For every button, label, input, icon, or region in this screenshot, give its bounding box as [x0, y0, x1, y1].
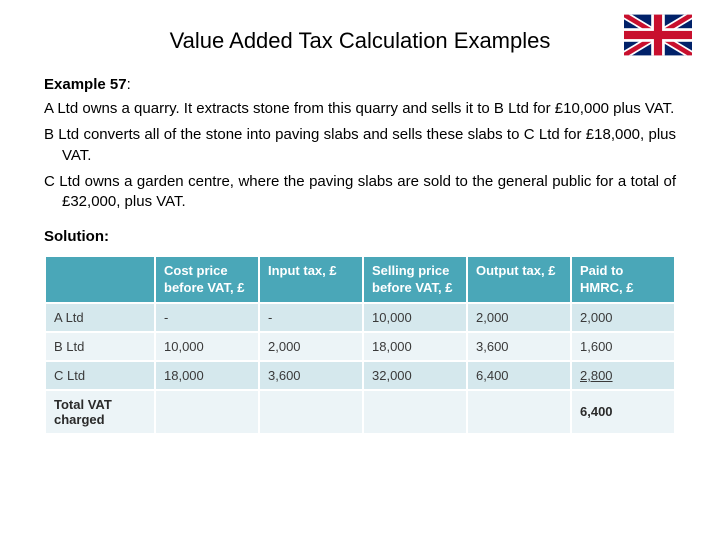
cell: 18,000 [155, 361, 259, 390]
cell: 6,400 [571, 390, 675, 434]
col-header-cost: Cost price before VAT, £ [155, 256, 259, 303]
col-header-blank [45, 256, 155, 303]
vat-table: Cost price before VAT, £ Input tax, £ Se… [44, 255, 676, 435]
table-row: C Ltd 18,000 3,600 32,000 6,400 2,800 [45, 361, 675, 390]
cell [155, 390, 259, 434]
table-header-row: Cost price before VAT, £ Input tax, £ Se… [45, 256, 675, 303]
table-row: A Ltd - - 10,000 2,000 2,000 [45, 303, 675, 332]
row-label: B Ltd [45, 332, 155, 361]
cell: 18,000 [363, 332, 467, 361]
uk-flag-icon [624, 14, 692, 56]
cell [363, 390, 467, 434]
total-label: Total VAT charged [45, 390, 155, 434]
example-paragraph-1: A Ltd owns a quarry. It extracts stone f… [44, 99, 676, 119]
cell [259, 390, 363, 434]
cell: 10,000 [363, 303, 467, 332]
cell: 10,000 [155, 332, 259, 361]
cell: 2,000 [571, 303, 675, 332]
example-label: Example 57: [44, 76, 676, 93]
cell: 2,800 [571, 361, 675, 390]
cell: 2,000 [467, 303, 571, 332]
cell: 2,000 [259, 332, 363, 361]
table-row: B Ltd 10,000 2,000 18,000 3,600 1,600 [45, 332, 675, 361]
col-header-input: Input tax, £ [259, 256, 363, 303]
example-paragraph-2: B Ltd converts all of the stone into pav… [44, 125, 676, 166]
example-number: Example 57 [44, 76, 127, 93]
col-header-output: Output tax, £ [467, 256, 571, 303]
solution-label: Solution: [44, 228, 676, 245]
example-paragraph-3: C Ltd owns a garden centre, where the pa… [44, 172, 676, 213]
cell [467, 390, 571, 434]
table-total-row: Total VAT charged 6,400 [45, 390, 675, 434]
cell: 32,000 [363, 361, 467, 390]
row-label: A Ltd [45, 303, 155, 332]
page-title: Value Added Tax Calculation Examples [44, 28, 676, 54]
cell: 3,600 [467, 332, 571, 361]
col-header-paid: Paid to HMRC, £ [571, 256, 675, 303]
cell: 3,600 [259, 361, 363, 390]
cell: 1,600 [571, 332, 675, 361]
cell: - [155, 303, 259, 332]
cell: 6,400 [467, 361, 571, 390]
col-header-selling: Selling price before VAT, £ [363, 256, 467, 303]
cell: - [259, 303, 363, 332]
row-label: C Ltd [45, 361, 155, 390]
